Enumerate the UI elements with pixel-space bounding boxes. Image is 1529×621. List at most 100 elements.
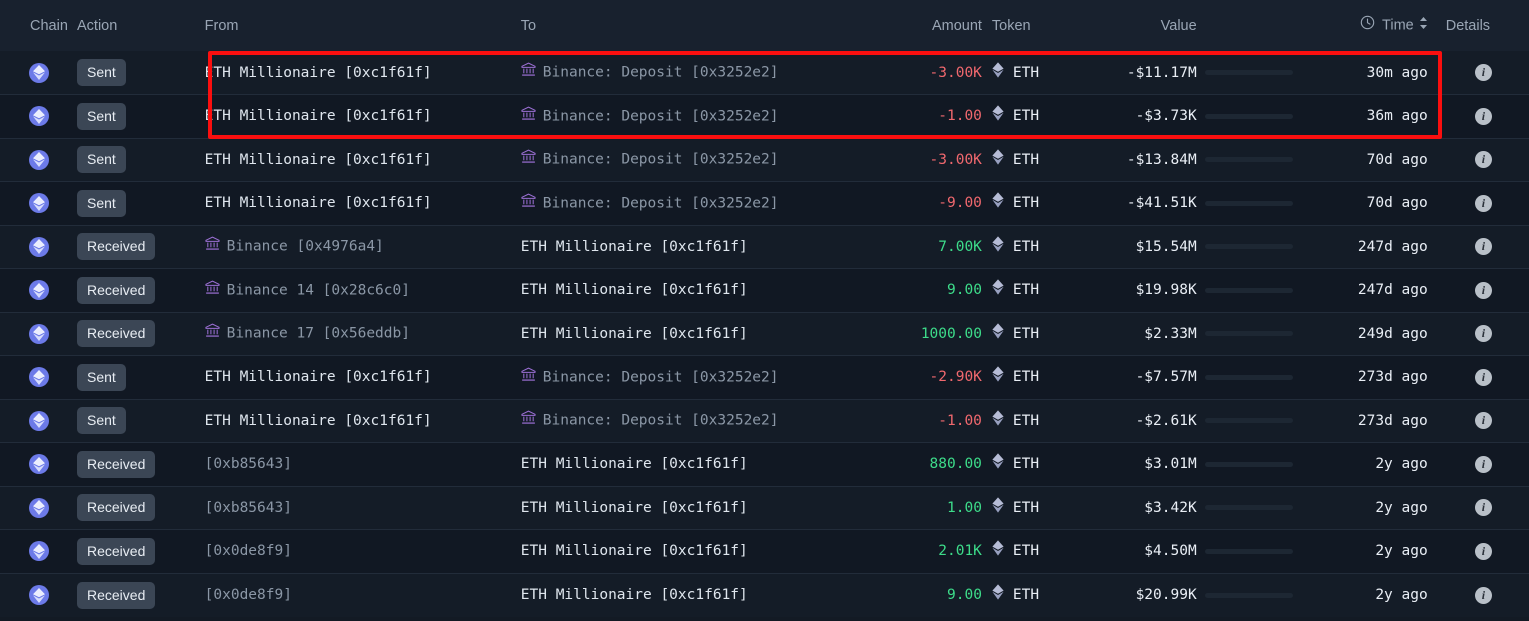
cell-from[interactable]: Binance [0x4976a4] — [204, 224, 521, 269]
cell-details[interactable]: i — [1437, 137, 1529, 182]
info-icon[interactable]: i — [1474, 281, 1492, 299]
cell-to[interactable]: Binance: Deposit [0x3252e2] — [520, 355, 846, 399]
table-row[interactable]: Sent ETH Millionaire [0xc1f61f] Binance: D… — [0, 181, 1529, 225]
cell-chain — [0, 268, 77, 312]
table-row[interactable]: Sent ETH Millionaire [0xc1f61f] Binance: D… — [0, 398, 1529, 443]
cell-details[interactable]: i — [1437, 485, 1529, 530]
info-icon[interactable]: i — [1474, 412, 1492, 430]
cell-to[interactable]: ETH Millionaire [0xc1f61f] — [520, 572, 846, 617]
cell-token: ETH — [991, 398, 1073, 443]
column-header-from[interactable]: From — [204, 0, 521, 51]
cell-time: 2y ago — [1316, 529, 1438, 573]
action-badge[interactable]: Sent — [77, 363, 126, 391]
table-row[interactable]: Sent ETH Millionaire [0xc1f61f] Binance: D… — [0, 94, 1529, 138]
table-row[interactable]: Received [0xb85643] ETH Millionaire [0xc1f… — [0, 485, 1529, 530]
cell-details[interactable]: i — [1437, 442, 1529, 486]
cell-to[interactable]: Binance: Deposit [0x3252e2] — [520, 181, 846, 225]
column-header-token[interactable]: Token — [991, 0, 1073, 51]
action-badge[interactable]: Received — [77, 537, 156, 565]
cell-details[interactable]: i — [1438, 51, 1529, 95]
action-badge[interactable]: Sent — [77, 407, 126, 435]
column-header-action[interactable]: Action — [77, 0, 205, 51]
info-icon[interactable]: i — [1474, 368, 1492, 386]
cell-details[interactable]: i — [1437, 572, 1529, 617]
table-row[interactable]: Received [0x0de8f9] ETH Millionaire [0xc1f… — [0, 529, 1529, 573]
column-header-value[interactable]: Value — [1072, 0, 1205, 51]
cell-to[interactable]: ETH Millionaire [0xc1f61f] — [520, 311, 846, 356]
info-icon[interactable]: i — [1474, 194, 1492, 212]
cell-from[interactable]: ETH Millionaire [0xc1f61f] — [204, 398, 521, 443]
cell-value-bar — [1204, 51, 1316, 95]
info-icon[interactable]: i — [1474, 238, 1492, 256]
cell-to[interactable]: ETH Millionaire [0xc1f61f] — [520, 268, 846, 312]
cell-from[interactable]: ETH Millionaire [0xc1f61f] — [204, 181, 521, 225]
cell-to[interactable]: ETH Millionaire [0xc1f61f] — [520, 529, 846, 573]
cell-value-bar — [1204, 529, 1317, 573]
cell-from[interactable]: [0xb85643] — [204, 485, 521, 530]
cell-to[interactable]: ETH Millionaire [0xc1f61f] — [520, 224, 846, 269]
cell-to[interactable]: ETH Millionaire [0xc1f61f] — [520, 485, 846, 530]
cell-token: ETH — [992, 51, 1073, 95]
action-badge[interactable]: Sent — [77, 102, 126, 130]
token-label: ETH — [1012, 64, 1040, 81]
cell-to[interactable]: Binance: Deposit [0x3252e2] — [520, 398, 846, 443]
action-badge[interactable]: Sent — [77, 189, 126, 217]
info-icon[interactable]: i — [1474, 499, 1492, 517]
cell-details[interactable]: i — [1437, 268, 1529, 312]
info-icon[interactable]: i — [1474, 107, 1492, 125]
cell-from[interactable]: [0xb85643] — [204, 442, 521, 486]
action-badge[interactable]: Received — [77, 276, 156, 304]
action-badge[interactable]: Received — [77, 494, 156, 522]
cell-from[interactable]: Binance 14 [0x28c6c0] — [204, 268, 521, 312]
value-bar-track — [1204, 505, 1293, 511]
action-badge[interactable]: Received — [77, 320, 156, 348]
cell-value-bar — [1204, 355, 1317, 399]
table-row[interactable]: Received Binance [0x4976a4] ETH Millionair… — [0, 224, 1529, 269]
cell-details[interactable]: i — [1437, 355, 1529, 399]
cell-to[interactable]: Binance: Deposit [0x3252e2] — [520, 137, 846, 182]
cell-from[interactable]: ETH Millionaire [0xc1f61f] — [204, 137, 521, 182]
table-row[interactable]: Received Binance 17 [0x56eddb] ETH Million… — [0, 311, 1529, 356]
cell-from[interactable]: ETH Millionaire [0xc1f61f] — [204, 355, 521, 399]
action-badge[interactable]: Received — [77, 581, 156, 609]
cell-to[interactable]: Binance: Deposit [0x3252e2] — [520, 94, 846, 138]
sort-toggle-icon[interactable] — [1419, 16, 1428, 34]
table-row[interactable]: Received [0xb85643] ETH Millionaire [0xc1f… — [0, 442, 1529, 486]
cell-details[interactable]: i — [1437, 529, 1529, 573]
cell-from[interactable]: [0x0de8f9] — [204, 572, 521, 617]
cell-details[interactable]: i — [1437, 311, 1529, 356]
cell-to[interactable]: Binance: Deposit [0x3252e2] — [521, 51, 845, 95]
cell-details[interactable]: i — [1437, 224, 1529, 269]
action-badge[interactable]: Sent — [77, 146, 126, 174]
cell-details[interactable]: i — [1437, 398, 1529, 443]
eth-token-icon — [992, 410, 1004, 430]
ethereum-chain-icon — [28, 410, 49, 431]
cell-to[interactable]: ETH Millionaire [0xc1f61f] — [520, 442, 846, 486]
table-row[interactable]: Sent ETH Millionaire [0xc1f61f] Binance: D… — [0, 137, 1529, 182]
info-icon[interactable]: i — [1474, 64, 1492, 81]
cell-details[interactable]: i — [1437, 181, 1529, 225]
cell-from[interactable]: Binance 17 [0x56eddb] — [204, 311, 521, 356]
action-badge[interactable]: Received — [77, 450, 156, 478]
info-icon[interactable]: i — [1474, 151, 1492, 169]
action-badge[interactable]: Sent — [77, 59, 126, 86]
column-header-time[interactable]: Time — [1316, 0, 1438, 51]
info-icon[interactable]: i — [1474, 586, 1492, 604]
column-header-to[interactable]: To — [520, 0, 846, 51]
table-row[interactable]: Sent ETH Millionaire [0xc1f61f] Binance: D… — [0, 51, 1529, 95]
cell-from[interactable]: ETH Millionaire [0xc1f61f] — [205, 51, 521, 95]
action-badge[interactable]: Received — [77, 233, 156, 261]
info-icon[interactable]: i — [1474, 542, 1492, 560]
cell-from[interactable]: ETH Millionaire [0xc1f61f] — [204, 94, 521, 138]
cell-value: $15.54M — [1072, 224, 1205, 269]
info-icon[interactable]: i — [1474, 455, 1492, 473]
cell-details[interactable]: i — [1437, 94, 1529, 138]
info-icon[interactable]: i — [1474, 325, 1492, 343]
table-body: Sent ETH Millionaire [0xc1f61f] Binance: D… — [0, 51, 1529, 617]
cell-from[interactable]: [0x0de8f9] — [204, 529, 521, 573]
table-row[interactable]: Sent ETH Millionaire [0xc1f61f] Binance: D… — [0, 355, 1529, 399]
table-row[interactable]: Received Binance 14 [0x28c6c0] ETH Million… — [0, 268, 1529, 312]
column-header-amount[interactable]: Amount — [845, 0, 992, 51]
column-header-chain[interactable]: Chain — [0, 0, 77, 51]
table-row[interactable]: Received [0x0de8f9] ETH Millionaire [0xc1f… — [0, 572, 1529, 617]
